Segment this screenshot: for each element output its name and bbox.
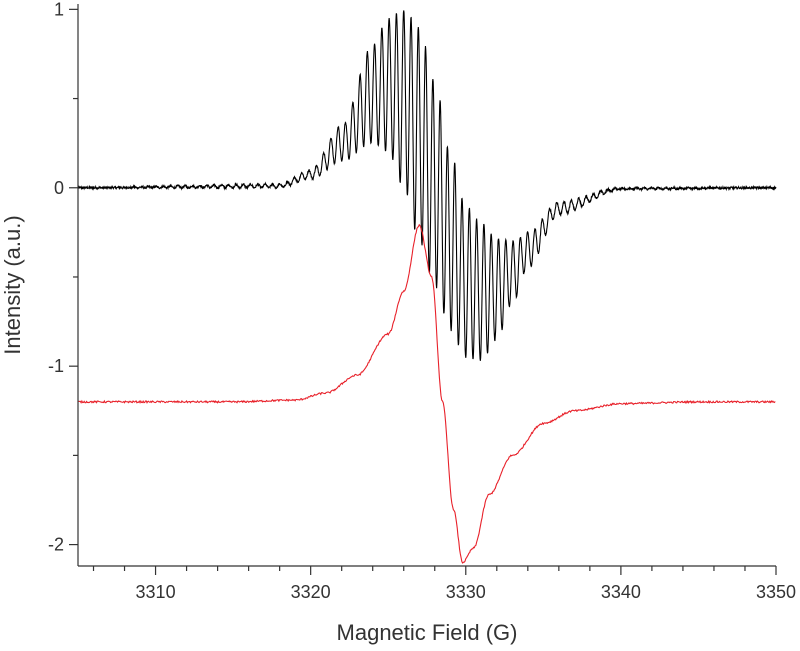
- y-tick-label: -1: [48, 356, 64, 376]
- x-axis-label: Magnetic Field (G): [337, 620, 518, 645]
- series-red-line: [77, 223, 776, 564]
- y-axis-label: Intensity (a.u.): [0, 215, 25, 354]
- series-black-line: [77, 10, 777, 361]
- ticks-layer: 3310 3320 3330 3340 3350 1 0 -1 -2: [48, 0, 796, 602]
- x-tick-label: 3340: [601, 582, 641, 602]
- x-tick-label: 3330: [446, 582, 486, 602]
- y-tick-label: -2: [48, 535, 64, 555]
- series-layer: [77, 10, 777, 564]
- x-tick-label: 3350: [756, 582, 796, 602]
- x-tick-label: 3310: [136, 582, 176, 602]
- axes-layer: [77, 4, 776, 567]
- y-tick-label: 0: [54, 178, 64, 198]
- y-tick-label: 1: [54, 0, 64, 19]
- x-tick-label: 3320: [291, 582, 331, 602]
